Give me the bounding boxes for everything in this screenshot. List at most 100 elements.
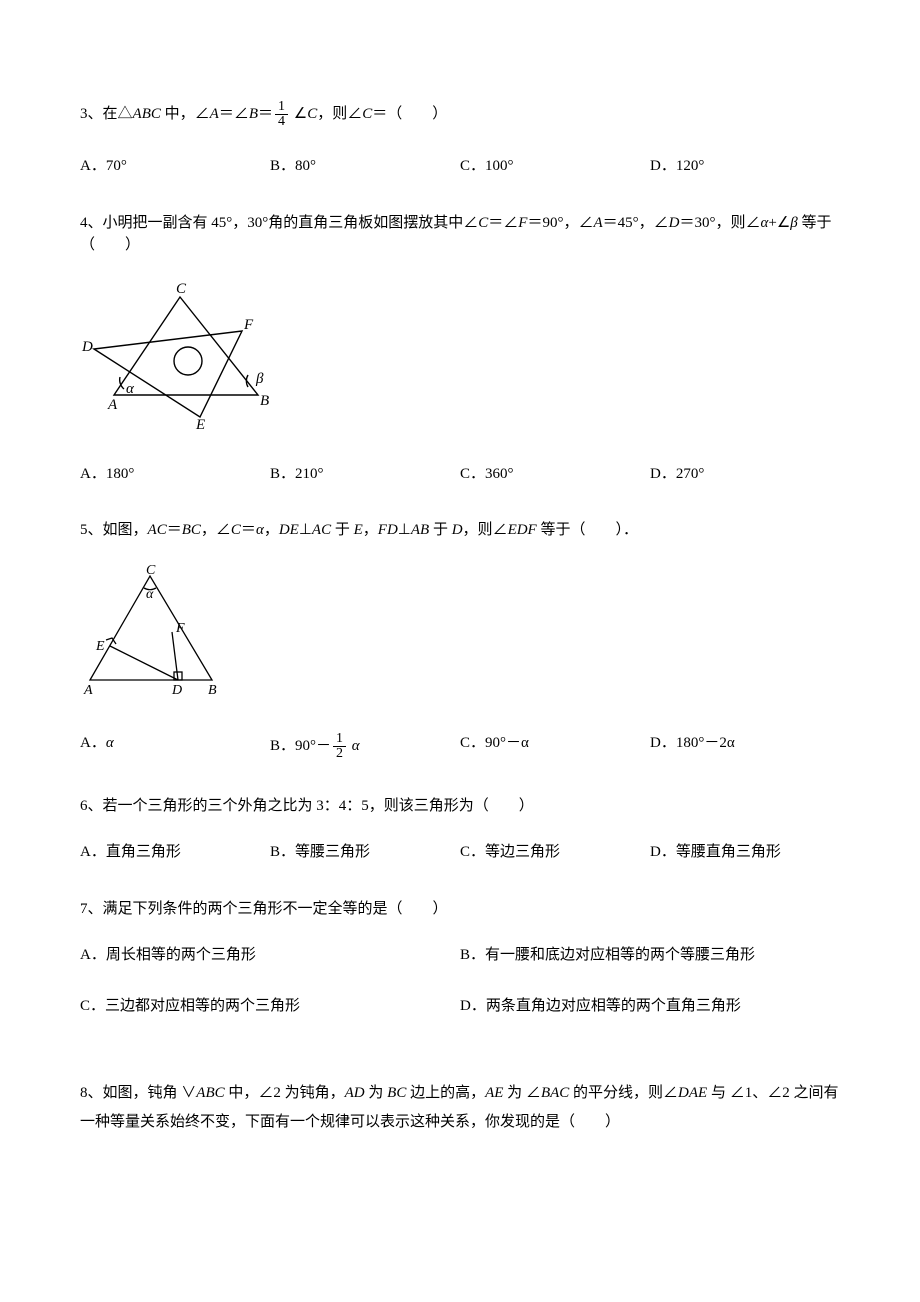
- q8-AD: AD: [345, 1085, 365, 1101]
- q8-ABC: ABC: [196, 1085, 224, 1101]
- q6-option-a[interactable]: A．直角三角形: [80, 841, 270, 864]
- q6-stem: 6、若一个三角形的三个外角之比为 3：4：5，则该三角形为（ ）: [80, 795, 840, 818]
- q3-number: 3、: [80, 106, 103, 122]
- q4-option-b[interactable]: B．210°: [270, 463, 460, 486]
- fraction-icon: 14: [275, 100, 288, 129]
- question-7: 7、满足下列条件的两个三角形不一定全等的是（ ） A．周长相等的两个三角形 B．…: [80, 898, 840, 1046]
- q5-ad: 于: [429, 522, 452, 538]
- q4-option-d[interactable]: D．270°: [650, 463, 840, 486]
- q4-option-a[interactable]: A．180°: [80, 463, 270, 486]
- q5-option-c[interactable]: C．90°－α: [460, 732, 650, 761]
- q3-option-d[interactable]: D．120°: [650, 155, 840, 178]
- label-A: A: [107, 397, 118, 413]
- q3-m2: ∠: [290, 106, 307, 122]
- q5-option-a[interactable]: A．α: [80, 732, 270, 761]
- q8-AE: AE: [485, 1085, 503, 1101]
- q8-BAC: BAC: [541, 1085, 569, 1101]
- q8-number: 8、: [80, 1085, 103, 1101]
- q4-D: D: [669, 215, 680, 231]
- q4-l2: ＝30°，则∠: [679, 215, 760, 231]
- q5-e2: ＝: [241, 522, 256, 538]
- q3-option-a[interactable]: A．70°: [80, 155, 270, 178]
- q5-a: 如图，: [103, 522, 148, 538]
- q6-option-b[interactable]: B．等腰三角形: [270, 841, 460, 864]
- q3-option-c[interactable]: C．100°: [460, 155, 650, 178]
- q5-D: D: [452, 522, 463, 538]
- label-E: E: [195, 417, 205, 429]
- q5-al: α: [256, 522, 264, 538]
- q3-option-b[interactable]: B．80°: [270, 155, 460, 178]
- q7-text: 满足下列条件的两个三角形不一定全等的是（ ）: [103, 901, 448, 917]
- q7-options: A．周长相等的两个三角形 B．有一腰和底边对应相等的两个等腰三角形 C．三边都对…: [80, 944, 840, 1045]
- q7-option-a[interactable]: A．周长相等的两个三角形: [80, 944, 460, 967]
- label-beta: β: [255, 371, 264, 387]
- exam-page: 3、在△ABC 中，∠A＝∠B＝14 ∠C，则∠C＝（ ） A．70° B．80…: [0, 0, 920, 1302]
- q3-options: A．70° B．80° C．100° D．120°: [80, 155, 840, 178]
- frac-den: 4: [275, 115, 288, 129]
- q5a-val: α: [106, 735, 114, 751]
- q3-B: B: [249, 106, 258, 122]
- q5a-pre: A．: [80, 735, 106, 751]
- q3-text: 在△: [103, 106, 133, 122]
- q5b-pre: B．90°－: [270, 737, 331, 753]
- q3-C2: C: [362, 106, 372, 122]
- label-A: A: [83, 683, 93, 698]
- q5-e1: ＝: [167, 522, 182, 538]
- label-alpha: α: [146, 587, 154, 602]
- q8-BC: BC: [387, 1085, 406, 1101]
- q6-text: 若一个三角形的三个外角之比为 3：4：5，则该三角形为（ ）: [103, 798, 534, 814]
- q4-option-c[interactable]: C．360°: [460, 463, 650, 486]
- q7-option-b[interactable]: B．有一腰和底边对应相等的两个等腰三角形: [460, 944, 840, 967]
- q6-option-d[interactable]: D．等腰直角三角形: [650, 841, 840, 864]
- q5-option-d[interactable]: D．180°－2α: [650, 732, 840, 761]
- q3-e2: ＝: [258, 106, 273, 122]
- q6-options: A．直角三角形 B．等腰三角形 C．等边三角形 D．等腰直角三角形: [80, 841, 840, 864]
- q3-A: A: [210, 106, 219, 122]
- q5-AB: AB: [411, 522, 429, 538]
- q8-w2: 为 ∠: [503, 1085, 541, 1101]
- q6-option-c[interactable]: C．等边三角形: [460, 841, 650, 864]
- question-8: 8、如图，钝角 ∨ABC 中，∠2 为钝角，AD 为 BC 边上的高，AE 为 …: [80, 1079, 840, 1136]
- q3-tail: ，则∠: [317, 106, 362, 122]
- frac-num: 1: [275, 100, 288, 115]
- q5b-post: α: [348, 737, 360, 753]
- label-F: F: [243, 317, 254, 333]
- question-6: 6、若一个三角形的三个外角之比为 3：4：5，则该三角形为（ ） A．直角三角形…: [80, 795, 840, 864]
- question-3: 3、在△ABC 中，∠A＝∠B＝14 ∠C，则∠C＝（ ） A．70° B．80…: [80, 100, 840, 178]
- q8-d: 的平分线，则∠: [569, 1085, 678, 1101]
- q3-stem: 3、在△ABC 中，∠A＝∠B＝14 ∠C，则∠C＝（ ）: [80, 100, 840, 129]
- q4-C: C: [478, 215, 488, 231]
- q5-DE: DE: [279, 522, 299, 538]
- label-C: C: [176, 281, 187, 297]
- q5-AC2: AC: [312, 522, 331, 538]
- q3-tri: ABC: [133, 106, 161, 122]
- q5-option-b[interactable]: B．90°－12 α: [270, 732, 460, 761]
- label-D: D: [81, 339, 93, 355]
- q5-b: ，∠: [201, 522, 231, 538]
- q7-option-d[interactable]: D．两条直角边对应相等的两个直角三角形: [460, 995, 840, 1018]
- label-alpha: α: [126, 381, 135, 397]
- question-5: 5、如图，AC＝BC，∠C＝α，DE⊥AC 于 E，FD⊥AB 于 D，则∠ED…: [80, 519, 840, 761]
- q7-option-c[interactable]: C．三边都对应相等的两个三角形: [80, 995, 460, 1018]
- q7-number: 7、: [80, 901, 103, 917]
- q8-c: 边上的高，: [406, 1085, 485, 1101]
- q5-figure: A B C D E F α: [80, 562, 840, 702]
- q5-p1: ⊥: [299, 522, 312, 538]
- q4-e45: ＝45°，∠: [603, 215, 669, 231]
- q5-BC: BC: [182, 522, 201, 538]
- label-E: E: [95, 639, 105, 654]
- q4-ef: ＝∠: [488, 215, 518, 231]
- q4-t1: 小明把一副含有 45°，30°角的直角三角板如图摆放其中∠: [103, 215, 479, 231]
- q3-e1: ＝∠: [219, 106, 249, 122]
- q5-tail: 等于（ ）．: [537, 522, 638, 538]
- question-4: 4、小明把一副含有 45°，30°角的直角三角板如图摆放其中∠C＝∠F＝90°，…: [80, 212, 840, 486]
- q5-cm: ，: [363, 522, 378, 538]
- q8-b: 中，∠2 为钝角，: [225, 1085, 345, 1101]
- q5-ae: 于: [331, 522, 354, 538]
- q4-A: A: [593, 215, 602, 231]
- frac-den: 2: [333, 747, 346, 761]
- q5-p2: ⊥: [398, 522, 411, 538]
- q5-stem: 5、如图，AC＝BC，∠C＝α，DE⊥AC 于 E，FD⊥AB 于 D，则∠ED…: [80, 519, 840, 542]
- q8-a: 如图，钝角 ∨: [103, 1085, 197, 1101]
- fraction-icon: 12: [333, 732, 346, 761]
